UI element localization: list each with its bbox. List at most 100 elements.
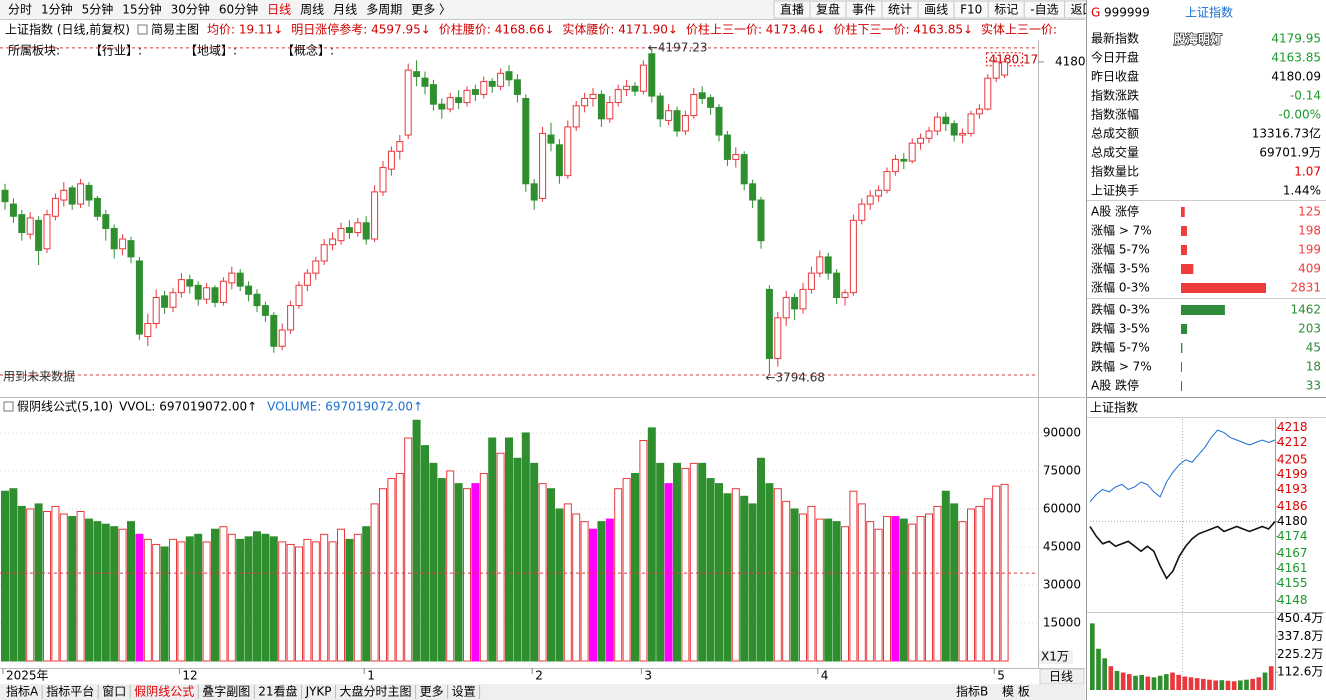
y-tick-label: 90000 — [1043, 425, 1081, 439]
candle-body — [917, 137, 925, 144]
period-tab[interactable]: 30分钟 — [171, 2, 210, 17]
mini-y-label: 4180 — [1277, 514, 1308, 528]
action-button-label[interactable]: 事件 — [852, 3, 876, 17]
candle-body — [681, 115, 689, 132]
mini-volume-bar — [1096, 648, 1101, 690]
volume-bar — [51, 505, 60, 662]
period-tab[interactable]: 15分钟 — [122, 2, 161, 17]
volume-bar — [765, 483, 774, 662]
volume-bar — [278, 541, 287, 662]
action-button-label[interactable]: 统计 — [888, 3, 912, 17]
candle-body — [303, 272, 311, 286]
period-tab[interactable]: 分时 — [8, 3, 32, 17]
period-tab[interactable]: 5分钟 — [82, 2, 114, 17]
bottom-tab[interactable]: 指标平台 — [46, 684, 94, 699]
bottom-tab[interactable]: 21看盘 — [258, 684, 297, 699]
candle-body — [967, 113, 975, 134]
period-tab[interactable]: 1分钟 — [41, 2, 73, 17]
candle-body — [992, 61, 1000, 79]
period-tab[interactable]: 月线 — [333, 3, 357, 17]
candle-body — [135, 260, 143, 335]
quote-label: 最新指数 — [1091, 31, 1139, 46]
candle-body — [337, 227, 345, 242]
action-button-label[interactable]: 标记 — [994, 3, 1018, 17]
period-tab[interactable]: 多周期 — [366, 3, 402, 17]
volume-bar — [471, 483, 480, 662]
bottom-tab[interactable]: 叠字副图 — [202, 684, 250, 699]
bottom-tab[interactable]: JYKP — [305, 685, 332, 699]
breadth-label: A股 跌停 — [1091, 378, 1139, 393]
bottom-tab[interactable]: 指标A — [6, 684, 39, 699]
period-tab[interactable]: 60分钟 — [219, 2, 258, 17]
checkbox[interactable] — [3, 401, 14, 412]
extreme-label: ←4197.23 — [648, 40, 708, 54]
volume-bar — [43, 510, 51, 662]
candle-body — [270, 314, 278, 347]
candle-body — [102, 214, 110, 229]
volume-bar — [555, 508, 564, 662]
breadth-label: A股 涨停 — [1091, 204, 1139, 219]
extreme-label: ←3794.68 — [765, 370, 825, 384]
volume-bar — [891, 516, 900, 662]
candle-body — [690, 93, 698, 117]
candle-body — [505, 71, 513, 81]
candle-body — [371, 191, 379, 240]
action-button-label[interactable]: 复盘 — [816, 2, 840, 17]
action-button-label[interactable]: 直播 — [780, 3, 804, 17]
candle-body — [387, 150, 395, 170]
period-tab[interactable]: 日线 — [267, 3, 291, 17]
volume-bar — [177, 541, 186, 662]
mini-volume-bar — [1213, 680, 1218, 690]
breadth-bar — [1181, 324, 1188, 334]
action-button-label[interactable]: F10 — [960, 3, 982, 17]
mini-volume-label: 337.8万 — [1277, 629, 1323, 643]
candle-body — [975, 108, 983, 115]
candle-body — [816, 256, 824, 274]
candle-body — [127, 240, 135, 258]
candle-body — [858, 203, 866, 221]
volume-bar — [580, 521, 589, 662]
period-tab[interactable]: 周线 — [300, 3, 324, 17]
mini-volume-bar — [1127, 674, 1132, 690]
bottom-tab[interactable]: 大盘分时主图 — [340, 684, 412, 699]
mini-volume-bar — [1114, 670, 1120, 690]
bottom-tab[interactable]: 指标B — [956, 684, 988, 699]
volume-bar — [185, 536, 194, 662]
checkbox[interactable] — [137, 24, 148, 35]
future-data-note: 用到未来数据 — [3, 368, 75, 383]
volume-bar — [269, 536, 278, 662]
candle-body — [488, 80, 496, 87]
candle-body — [396, 141, 404, 152]
bottom-tab[interactable]: 设置 — [452, 685, 476, 699]
volume-bar — [824, 518, 833, 662]
candle-body — [219, 280, 227, 303]
volume-bar — [639, 440, 648, 662]
volume-bar — [59, 513, 68, 662]
mini-volume-bar — [1102, 658, 1107, 690]
volume-bar — [244, 536, 253, 662]
bottom-tab[interactable]: 更多 — [420, 685, 444, 699]
candle-body — [782, 297, 790, 319]
period-tab[interactable]: 更多 〉 — [411, 3, 451, 17]
candle-body — [51, 197, 59, 217]
info-item: 价柱上三一价: 4173.46↓ — [686, 22, 826, 37]
mini-y-label: 4218 — [1277, 420, 1308, 434]
volume-bar — [832, 521, 841, 662]
indicator-title: 假阴线公式(5,10) — [17, 400, 113, 414]
action-button-label[interactable]: 画线 — [924, 3, 948, 17]
mini-volume-bar — [1262, 672, 1268, 690]
candle-body — [883, 171, 891, 191]
bottom-tab[interactable]: 窗口 — [102, 685, 126, 699]
action-button-label[interactable]: -自选 — [1030, 3, 1058, 17]
volume-bar — [169, 538, 177, 662]
candle-body — [1, 189, 9, 203]
mini-volume-bar — [1139, 674, 1144, 690]
candle-body — [933, 116, 941, 132]
volume-bar — [513, 457, 522, 662]
bottom-tab[interactable]: 假阴线公式 — [134, 685, 194, 699]
bottom-tab[interactable]: 模 板 — [1002, 685, 1030, 699]
volume-bar — [563, 503, 572, 662]
quote-label: 昨日收盘 — [1091, 69, 1139, 84]
watermark: 股海明灯 — [1174, 32, 1222, 47]
volume-bar — [706, 478, 715, 662]
